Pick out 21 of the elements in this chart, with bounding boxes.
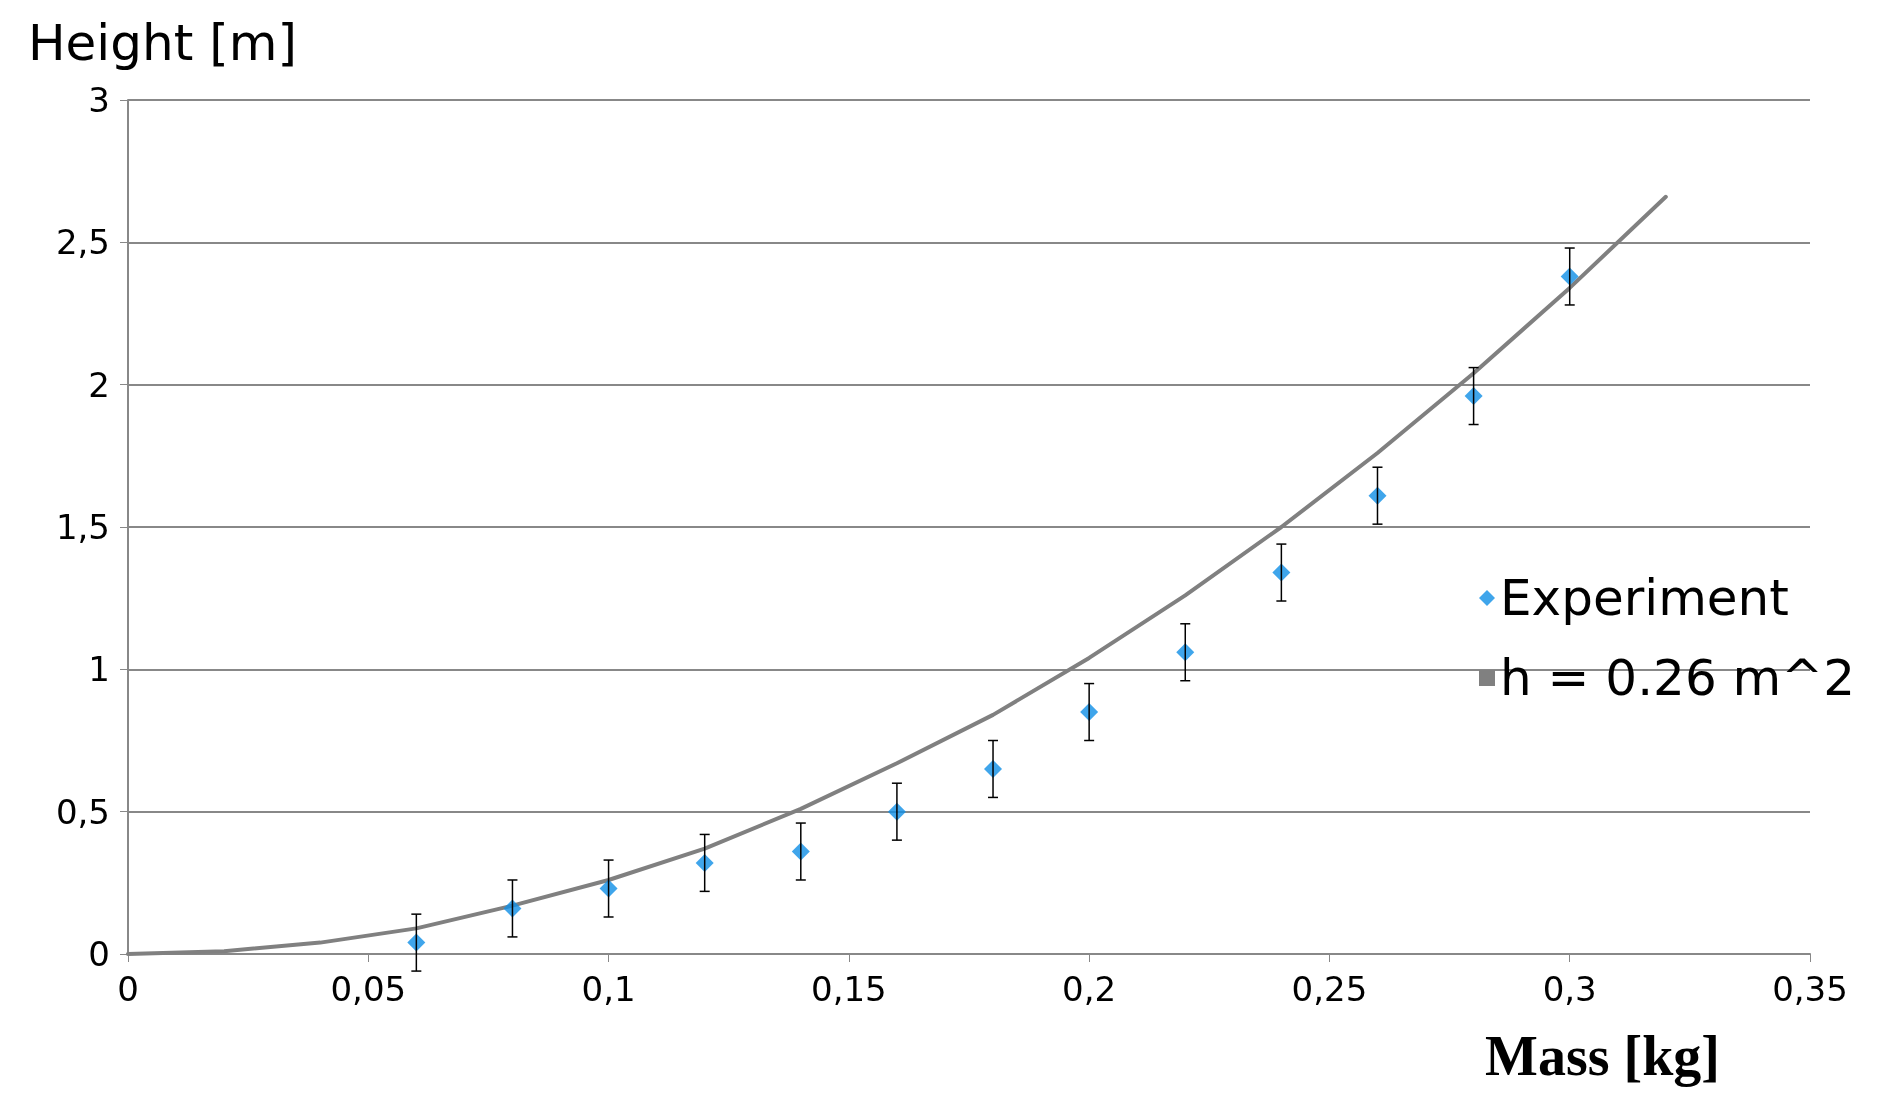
y-tick-label: 0,5 bbox=[55, 791, 110, 832]
point bbox=[1272, 563, 1291, 582]
x-tick-label: 0,15 bbox=[811, 969, 887, 1009]
y-tick-label: 1 bbox=[88, 649, 110, 690]
x-tick-label: 0,35 bbox=[1772, 969, 1848, 1009]
y-tick-label: 1,5 bbox=[55, 507, 110, 547]
y-tick-label: 2,5 bbox=[55, 222, 110, 263]
legend-label: Experiment bbox=[1500, 569, 1789, 627]
y-tick-label: 3 bbox=[88, 80, 110, 120]
y-tick-label: 0 bbox=[88, 934, 110, 974]
x-tick-label: 0,25 bbox=[1291, 969, 1368, 1009]
y-axis-title: Height [m] bbox=[28, 14, 297, 72]
x-tick-label: 0 bbox=[117, 969, 139, 1009]
x-axis-title: Mass [kg] bbox=[1485, 1025, 1721, 1087]
x-tick-label: 0,3 bbox=[1542, 969, 1597, 1009]
point bbox=[407, 933, 426, 952]
y-tick-label: 2 bbox=[88, 364, 110, 405]
x-tick-label: 0,05 bbox=[330, 969, 407, 1009]
x-tick-label: 0,2 bbox=[1062, 969, 1117, 1009]
x-tick-label: 0,1 bbox=[581, 969, 636, 1009]
legend-label: h = 0.26 m^2 bbox=[1500, 649, 1856, 707]
